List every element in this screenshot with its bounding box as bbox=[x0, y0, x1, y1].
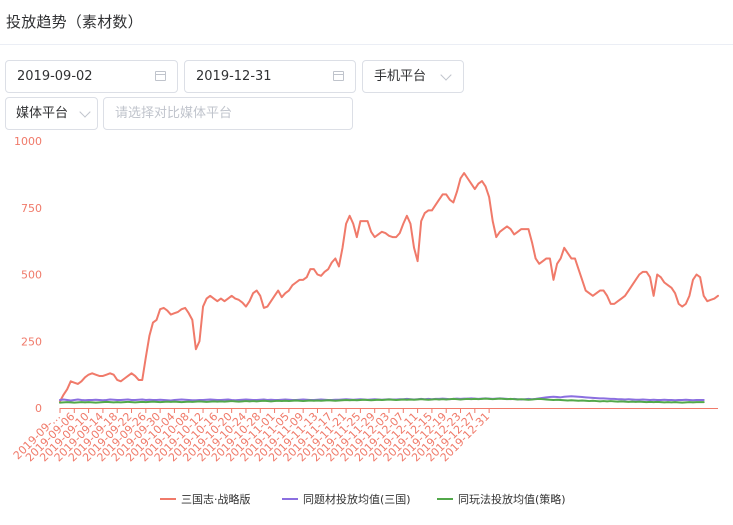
page-title: 投放趋势（素材数） bbox=[6, 13, 143, 31]
media-select[interactable]: 媒体平台 bbox=[5, 97, 98, 130]
legend-swatch bbox=[437, 498, 453, 500]
calendar-icon bbox=[333, 71, 344, 81]
legend-item-series-3[interactable]: 同玩法投放均值(策略) bbox=[437, 491, 566, 507]
legend-label: 同题材投放均值(三国) bbox=[303, 493, 411, 506]
start-date-value: 2019-09-02 bbox=[17, 69, 93, 84]
compare-media-placeholder: 请选择对比媒体平台 bbox=[115, 106, 233, 121]
legend-swatch bbox=[282, 498, 298, 500]
start-date-picker[interactable]: 2019-09-02 bbox=[5, 60, 178, 93]
chart-legend: 三国志·战略版 同题材投放均值(三国) 同玩法投放均值(策略) bbox=[0, 491, 733, 507]
header-divider bbox=[0, 44, 733, 45]
end-date-picker[interactable]: 2019-12-31 bbox=[184, 60, 356, 93]
platform-select[interactable]: 手机平台 bbox=[362, 60, 464, 93]
platform-value: 手机平台 bbox=[374, 69, 427, 84]
legend-item-series-2[interactable]: 同题材投放均值(三国) bbox=[282, 491, 411, 507]
chevron-down-icon bbox=[440, 69, 452, 81]
chevron-down-icon bbox=[79, 106, 91, 118]
trend-chart: 025050075010002019-09-…2019-09-062019-09… bbox=[11, 135, 719, 464]
legend-label: 同玩法投放均值(策略) bbox=[458, 493, 566, 506]
y-tick-label: 1000 bbox=[14, 135, 42, 148]
legend-label: 三国志·战略版 bbox=[181, 493, 251, 506]
y-tick-label: 500 bbox=[21, 269, 42, 282]
end-date-value: 2019-12-31 bbox=[196, 69, 272, 84]
calendar-icon bbox=[155, 71, 166, 81]
y-tick-label: 750 bbox=[21, 202, 42, 215]
y-tick-label: 0 bbox=[35, 402, 42, 415]
y-tick-label: 250 bbox=[21, 335, 42, 348]
compare-media-select[interactable]: 请选择对比媒体平台 bbox=[103, 97, 353, 130]
series-line-1[interactable] bbox=[59, 172, 719, 403]
legend-swatch bbox=[160, 498, 176, 500]
series-line-3[interactable] bbox=[59, 397, 705, 404]
media-value: 媒体平台 bbox=[16, 106, 69, 121]
legend-item-series-1[interactable]: 三国志·战略版 bbox=[160, 491, 251, 507]
